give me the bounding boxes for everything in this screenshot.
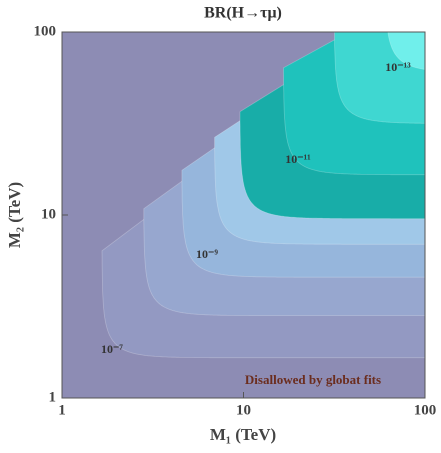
contour-label: 10⁻¹³ (385, 60, 411, 74)
x-tick-label: 10 (236, 402, 251, 418)
annotation: Disallowed by globat fits (245, 372, 381, 387)
y-axis-label: M₂ (TeV) (5, 182, 24, 248)
y-tick-label: 10 (41, 206, 56, 222)
contour-label: 10⁻⁷ (101, 342, 123, 356)
y-tick-label: 100 (34, 23, 57, 39)
y-tick-label: 1 (49, 389, 57, 405)
contour-regions (62, 0, 441, 398)
chart-title: BR(H→τμ) (204, 5, 282, 22)
contour-label: 10⁻⁹ (196, 247, 218, 261)
x-tick-label: 100 (414, 402, 437, 418)
x-axis-label: M₁ (TeV) (210, 425, 276, 444)
contour-label: 10⁻¹¹ (285, 152, 311, 166)
x-tick-label: 1 (58, 402, 66, 418)
